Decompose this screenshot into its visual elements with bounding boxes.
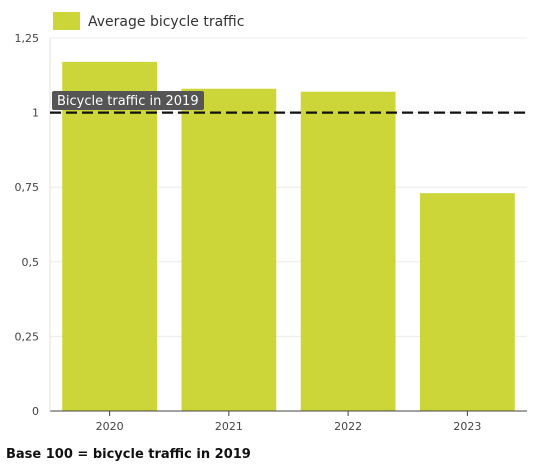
bars [62,61,515,411]
reference-line-label-background [52,91,204,110]
x-tick-label: 2023 [453,420,481,433]
x-tick-label: 2021 [215,420,243,433]
y-tick-label: 1,25 [15,32,40,45]
bar-2023 [419,193,515,411]
y-tick-label: 0,25 [15,330,40,343]
legend: Average bicycle traffic [53,12,244,30]
legend-label: Average bicycle traffic [88,14,244,30]
legend-swatch [53,12,80,30]
bar-chart: Average bicycle traffic 0 0,25 0,5 0,75 1 1,2… [15,12,527,433]
bar-2022 [300,91,396,411]
bar-2021 [181,88,277,411]
x-tick-label: 2022 [334,420,362,433]
y-tick-label: 1 [32,107,39,120]
footnote: Base 100 = bicycle traffic in 2019 [6,447,251,462]
axes: 0 0,25 0,5 0,75 1 1,25 2020 2021 2022 2023 [15,32,527,433]
x-tick-label: 2020 [96,420,124,433]
reference-line-group: Bicycle traffic in 2019 [50,91,527,114]
y-tick-label: 0 [32,405,39,418]
reference-line-label: Bicycle traffic in 2019 [57,94,199,109]
y-tick-label: 0,5 [22,256,40,269]
bar-2020 [62,61,158,411]
y-tick-label: 0,75 [15,181,40,194]
